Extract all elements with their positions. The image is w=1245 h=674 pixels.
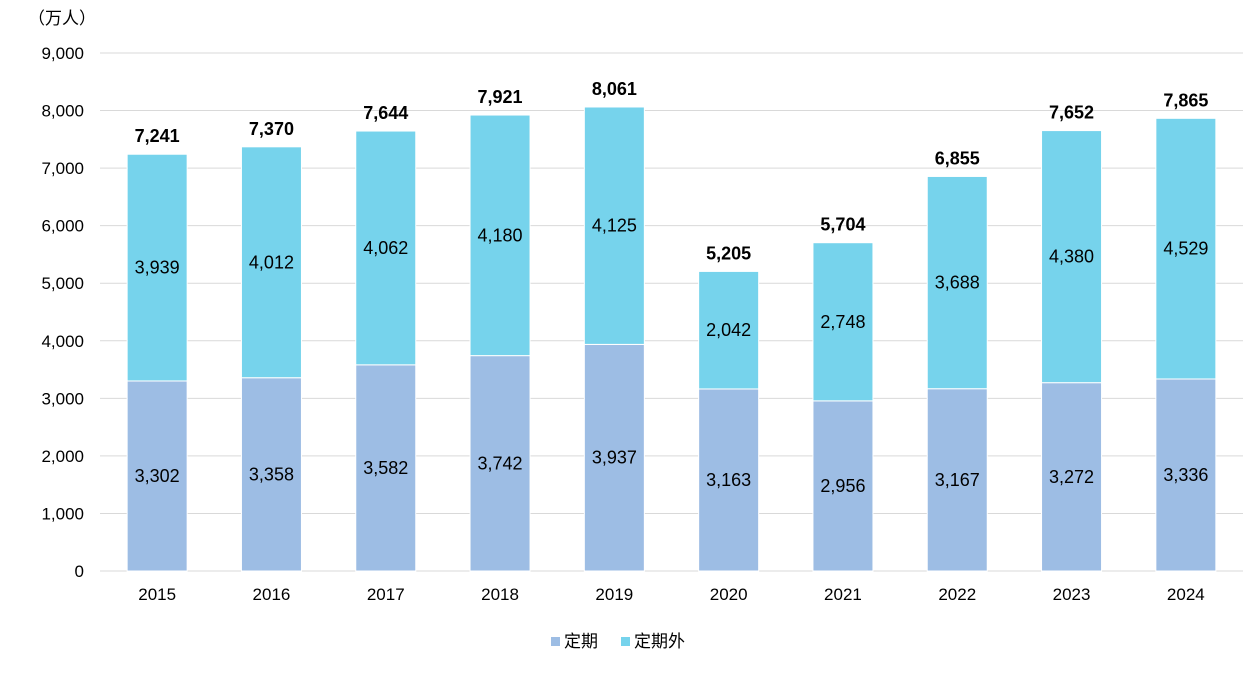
- total-value-label: 7,865: [1163, 90, 1208, 110]
- bar-segment-teikigai: [1041, 130, 1103, 384]
- legend-label: 定期: [564, 632, 598, 651]
- segment-value-label: 4,380: [1049, 247, 1094, 267]
- y-axis-ticks: 0 1,000 2,000 3,000 4,000 5,000 6,000 7,000 8,00…: [41, 44, 84, 581]
- segment-value-label: 3,163: [706, 470, 751, 490]
- segment-value-label: 3,302: [135, 466, 180, 486]
- x-tick-label: 2016: [253, 585, 291, 604]
- segment-value-label: 3,358: [249, 464, 294, 484]
- segment-value-label: 3,688: [935, 273, 980, 293]
- legend-swatch-teiki: [551, 637, 560, 646]
- x-tick-label: 2021: [824, 585, 862, 604]
- segment-value-label: 3,167: [935, 470, 980, 490]
- y-tick-label: 2,000: [41, 447, 84, 466]
- x-tick-label: 2017: [367, 585, 405, 604]
- segment-value-label: 3,742: [478, 453, 523, 473]
- x-tick-label: 2024: [1167, 585, 1205, 604]
- bar-segment-teikigai: [240, 146, 302, 379]
- total-value-label: 7,370: [249, 119, 294, 139]
- y-tick-label: 4,000: [41, 332, 84, 351]
- segment-value-label: 4,529: [1163, 239, 1208, 259]
- segment-value-label: 3,582: [363, 458, 408, 478]
- y-tick-label: 6,000: [41, 217, 84, 236]
- segment-value-label: 4,180: [478, 225, 523, 245]
- bar-segment-teiki: [240, 377, 302, 572]
- total-value-label: 7,652: [1049, 103, 1094, 123]
- bar-segment-teikigai: [355, 130, 417, 366]
- y-tick-label: 1,000: [41, 504, 84, 523]
- y-tick-label: 3,000: [41, 389, 84, 408]
- bar-segment-teikigai: [926, 175, 988, 390]
- y-tick-label: 5,000: [41, 274, 84, 293]
- bar-segment-teikigai: [812, 242, 874, 402]
- total-value-label: 7,241: [135, 126, 180, 146]
- total-value-label: 6,855: [935, 148, 980, 168]
- segment-value-label: 3,272: [1049, 467, 1094, 487]
- x-tick-label: 2022: [938, 585, 976, 604]
- bar-segment-teikigai: [583, 106, 645, 345]
- bar-segment-teikigai: [1155, 117, 1217, 380]
- bar-segment-teikigai: [469, 114, 531, 357]
- bar-segment-teiki: [583, 343, 645, 572]
- y-axis-unit-label: （万人）: [28, 9, 96, 28]
- x-axis-ticks: 2015 2016 2017 2018 2019 2020 2021 2022 2023 2024: [138, 585, 1205, 604]
- segment-value-label: 3,939: [135, 258, 180, 278]
- bar-segment-teikigai: [126, 153, 188, 382]
- x-tick-label: 2020: [710, 585, 748, 604]
- y-tick-label: 0: [75, 562, 84, 581]
- legend-swatch-teikigai: [621, 637, 630, 646]
- x-tick-label: 2023: [1053, 585, 1091, 604]
- bar-segment-teiki: [1041, 382, 1103, 572]
- x-tick-label: 2019: [595, 585, 633, 604]
- total-value-label: 5,704: [820, 215, 865, 235]
- y-tick-label: 7,000: [41, 159, 84, 178]
- total-value-label: 7,644: [363, 103, 408, 123]
- segment-value-label: 4,125: [592, 216, 637, 236]
- total-value-label: 7,921: [478, 87, 523, 107]
- legend: 定期 定期外: [551, 632, 685, 651]
- segment-value-label: 3,336: [1163, 465, 1208, 485]
- bar-segment-teiki: [698, 388, 760, 572]
- x-tick-label: 2015: [138, 585, 176, 604]
- bar-segment-teiki: [355, 364, 417, 572]
- y-tick-label: 9,000: [41, 44, 84, 63]
- bar-segment-teiki: [469, 355, 531, 572]
- bar-segment-teikigai: [698, 270, 760, 390]
- total-value-label: 5,205: [706, 243, 751, 263]
- total-value-label: 8,061: [592, 79, 637, 99]
- total-labels: 7,241 7,370 7,644 7,921 8,061 5,205 5,704 6,855…: [135, 79, 1209, 263]
- segment-value-label: 4,012: [249, 252, 294, 272]
- segment-value-label: 3,937: [592, 448, 637, 468]
- segment-value-label: 2,042: [706, 320, 751, 340]
- segment-value-label: 2,956: [820, 476, 865, 496]
- y-tick-label: 8,000: [41, 102, 84, 121]
- segment-value-label: 4,062: [363, 238, 408, 258]
- segment-value-label: 2,748: [820, 312, 865, 332]
- bars: [126, 106, 1217, 572]
- bar-segment-teiki: [812, 400, 874, 572]
- x-tick-label: 2018: [481, 585, 519, 604]
- legend-label: 定期外: [634, 632, 685, 651]
- segment-labels: 3,302 3,939 3,358 4,012 3,582 4,062 3,742 4,180…: [135, 216, 1209, 496]
